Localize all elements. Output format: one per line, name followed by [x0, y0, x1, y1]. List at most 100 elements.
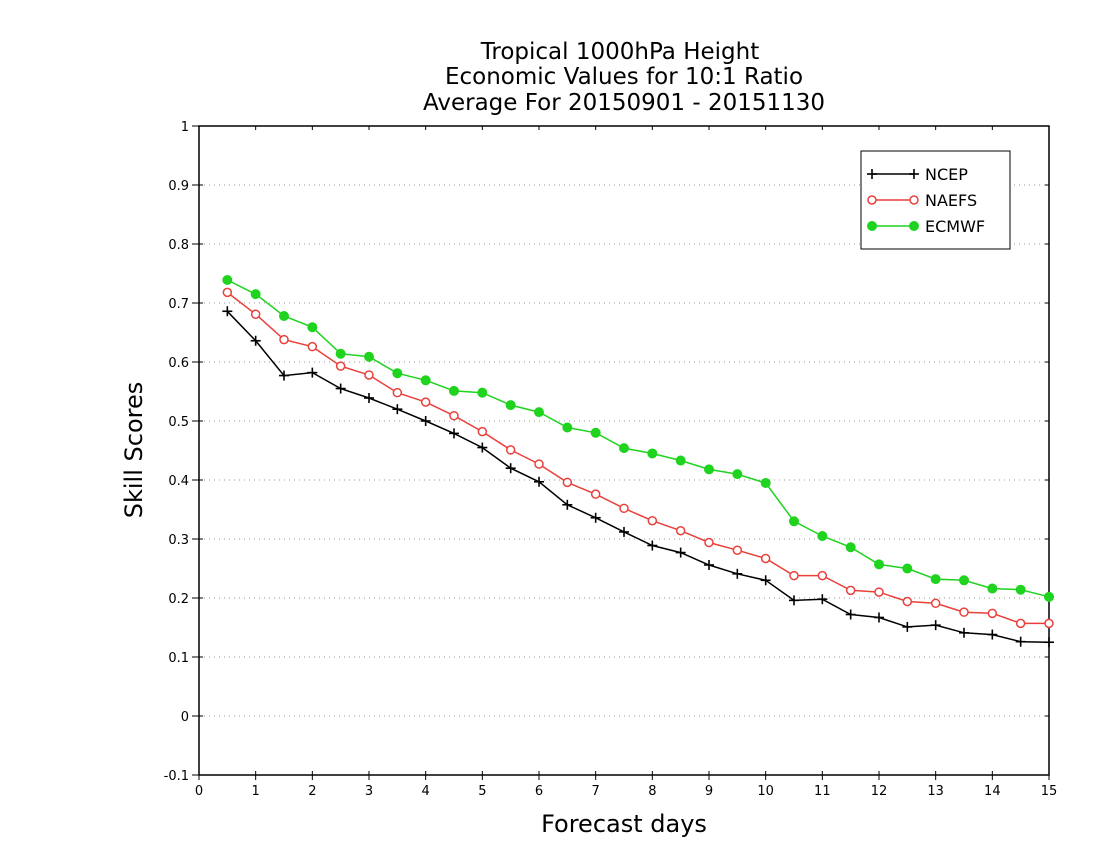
- data-point-ecmwf: [619, 443, 629, 454]
- series-ecmwf: [222, 274, 1054, 602]
- data-point-ecmwf: [760, 477, 771, 488]
- x-tick-label: 5: [478, 784, 486, 799]
- data-point-ecmwf: [590, 427, 601, 438]
- data-point-ecmwf: [562, 422, 573, 433]
- data-point-naefs: [874, 587, 884, 597]
- data-point-naefs: [534, 459, 544, 469]
- data-point-ecmwf: [902, 563, 913, 574]
- data-point-naefs: [732, 545, 743, 555]
- y-tick-label: 0.3: [168, 533, 189, 548]
- chart-title-line-3: Average For 20150901 - 20151130: [423, 90, 825, 116]
- x-axis-label: Forecast days: [541, 810, 707, 838]
- axes: [198, 125, 1050, 776]
- data-point-ncep: [902, 621, 913, 632]
- data-point-naefs: [675, 525, 686, 536]
- data-point-naefs: [250, 309, 261, 319]
- data-point-naefs: [760, 553, 771, 564]
- data-point-naefs: [930, 598, 941, 609]
- data-point-ecmwf: [817, 531, 828, 542]
- y-tick-label: 0.2: [168, 592, 189, 607]
- data-point-naefs: [222, 287, 233, 298]
- x-tick-label: 11: [814, 784, 831, 799]
- data-point-ecmwf: [732, 469, 743, 480]
- data-point-ncep: [732, 568, 743, 579]
- data-point-ncep: [959, 627, 969, 638]
- data-point-naefs: [1015, 618, 1026, 629]
- legend-marker-naefs: [909, 195, 919, 205]
- data-point-ecmwf: [505, 400, 516, 411]
- data-point-ncep: [930, 620, 941, 631]
- legend-marker-ecmwf: [909, 221, 919, 231]
- data-point-naefs: [704, 537, 714, 548]
- y-tick-label: 0.9: [168, 179, 189, 194]
- data-point-ncep: [250, 335, 261, 346]
- data-point-ecmwf: [789, 516, 799, 527]
- data-point-ncep: [590, 512, 601, 523]
- legend-item-ncep: NCEP: [867, 165, 968, 184]
- data-point-ncep: [222, 306, 233, 317]
- data-point-ncep: [307, 367, 318, 378]
- data-point-ecmwf: [874, 559, 884, 570]
- x-tick-label: 15: [1041, 784, 1058, 799]
- data-point-ncep: [647, 540, 658, 551]
- y-axis-label: Skill Scores: [120, 382, 148, 519]
- data-point-ncep: [845, 609, 856, 620]
- data-point-ncep: [477, 442, 488, 453]
- y-tick-label: 0.7: [168, 297, 189, 312]
- data-point-naefs: [477, 426, 488, 437]
- legend-marker-naefs: [867, 195, 877, 205]
- data-point-ecmwf: [392, 368, 403, 379]
- data-point-naefs: [562, 477, 573, 488]
- series-line-naefs: [226, 291, 1049, 625]
- data-point-naefs: [902, 596, 913, 607]
- x-tick-label: 0: [195, 784, 203, 799]
- data-point-ncep: [1015, 636, 1026, 647]
- data-point-ecmwf: [449, 385, 459, 396]
- x-axis-ticks: 0 1 2 3 4 5 6 7 8 9 10 11 12 13 14 15: [195, 126, 1057, 799]
- data-point-naefs: [647, 515, 658, 526]
- legend-item-ecmwf: ECMWF: [867, 217, 985, 236]
- y-tick-label: 0.8: [168, 238, 189, 253]
- data-point-ecmwf: [307, 322, 318, 333]
- data-point-ecmwf: [477, 387, 488, 398]
- data-point-ecmwf: [335, 348, 346, 359]
- legend-label-ncep: NCEP: [925, 165, 968, 184]
- data-point-ecmwf: [279, 310, 289, 321]
- data-point-ncep: [562, 499, 573, 510]
- y-tick-label: 0.5: [168, 415, 189, 430]
- data-point-naefs: [335, 361, 346, 371]
- data-point-naefs: [420, 397, 431, 407]
- chart-title-line-1: Tropical 1000hPa Height: [480, 39, 760, 65]
- data-point-naefs: [845, 585, 856, 596]
- data-point-ecmwf: [675, 455, 686, 466]
- data-point-ncep: [789, 595, 799, 606]
- data-point-naefs: [307, 341, 318, 352]
- data-point-ecmwf: [930, 574, 941, 585]
- x-tick-label: 9: [705, 784, 713, 799]
- data-point-ecmwf: [364, 351, 374, 362]
- data-point-ecmwf: [987, 583, 998, 594]
- x-tick-label: 1: [252, 784, 260, 799]
- data-point-naefs: [789, 570, 799, 581]
- data-point-ecmwf: [1015, 584, 1026, 595]
- y-tick-label: 0.1: [168, 651, 189, 666]
- legend: NCEP NAEFS ECMWF: [860, 150, 1011, 250]
- y-tick-label: 0.4: [168, 474, 189, 489]
- x-tick-label: 14: [984, 784, 1001, 799]
- data-point-naefs: [590, 489, 601, 499]
- data-point-ncep: [704, 559, 714, 570]
- data-point-ecmwf: [222, 274, 233, 285]
- legend-marker-ecmwf: [867, 221, 877, 231]
- data-point-ecmwf: [534, 407, 544, 418]
- data-point-naefs: [959, 607, 969, 617]
- x-tick-label: 12: [871, 784, 888, 799]
- data-point-ecmwf: [250, 289, 261, 300]
- data-point-ncep: [449, 428, 459, 439]
- legend-items: NCEP NAEFS ECMWF: [867, 165, 985, 236]
- data-point-ecmwf: [845, 542, 856, 553]
- gridlines: [199, 184, 1049, 717]
- data-point-ncep: [534, 476, 544, 487]
- x-tick-label: 13: [927, 784, 944, 799]
- data-point-ncep: [279, 370, 289, 381]
